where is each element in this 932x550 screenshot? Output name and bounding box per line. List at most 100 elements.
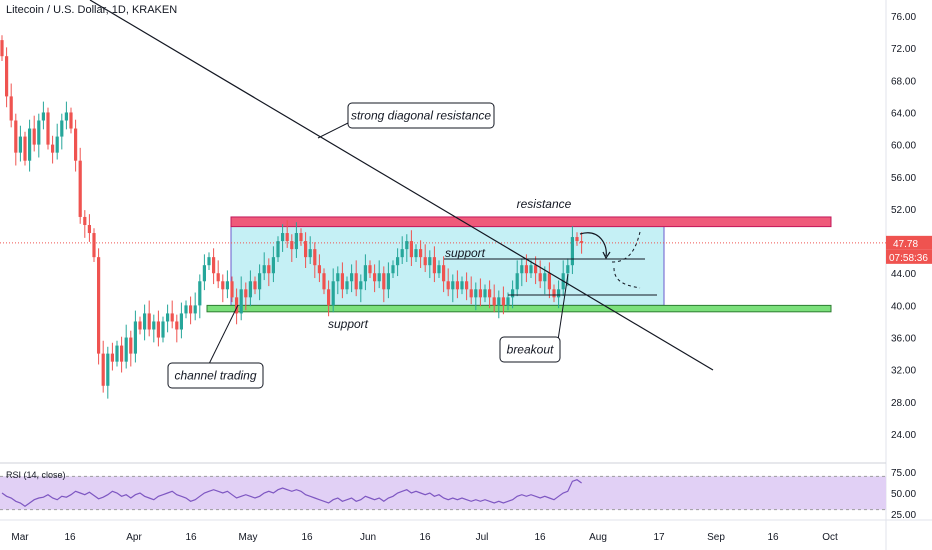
candle-body xyxy=(87,225,91,234)
candle-body xyxy=(386,273,390,290)
candle-body xyxy=(354,273,358,290)
candle-body xyxy=(538,273,542,282)
candle-body xyxy=(363,265,367,282)
candle-body xyxy=(175,321,179,330)
candle-body xyxy=(253,281,257,290)
breakout-callout-box[interactable] xyxy=(499,336,561,363)
candle-body xyxy=(28,128,32,161)
candle-body xyxy=(304,241,308,258)
candle-body xyxy=(285,233,289,242)
candle-body xyxy=(202,265,206,282)
channel-callout-pointer xyxy=(207,304,239,367)
candle-body xyxy=(32,128,36,145)
candle-body xyxy=(221,281,225,290)
candle-body xyxy=(14,120,18,153)
price-tick-label: 52.00 xyxy=(891,205,916,216)
candle-body xyxy=(212,257,216,274)
date-tick-label: 16 xyxy=(64,532,76,543)
support-zone xyxy=(206,304,832,313)
candle-body xyxy=(170,313,174,322)
candle-body xyxy=(442,265,446,282)
breakout-callout-pointer xyxy=(557,273,569,341)
candle-body xyxy=(106,353,110,386)
candle-body xyxy=(368,265,372,274)
channel-trading-callout-box[interactable] xyxy=(167,362,264,389)
candle-body xyxy=(244,289,248,298)
candle-body xyxy=(248,281,252,298)
candle-body xyxy=(331,281,335,306)
candle-body xyxy=(138,321,142,330)
date-tick-label: Jul xyxy=(476,532,489,543)
candle-body xyxy=(409,241,413,258)
candle-body xyxy=(432,257,436,274)
candle-body xyxy=(396,257,400,266)
rsi-line xyxy=(1,479,582,508)
candle-body xyxy=(465,281,469,290)
date-tick-label: Apr xyxy=(126,532,142,543)
date-tick-label: Mar xyxy=(11,532,29,543)
candle-body xyxy=(566,265,570,274)
candle-body xyxy=(382,273,386,290)
candle-body xyxy=(120,345,124,362)
diagonal-resistance-callout-text: strong diagonal resistance xyxy=(351,109,491,123)
projection-arrow-down xyxy=(579,232,607,257)
rsi-band xyxy=(0,476,886,510)
candle-body xyxy=(327,289,331,306)
price-tick-label: 64.00 xyxy=(891,108,916,119)
date-tick-label: 16 xyxy=(767,532,779,543)
date-tick-label: 16 xyxy=(419,532,431,543)
candle-body xyxy=(359,281,363,290)
candle-body xyxy=(511,289,515,298)
price-tick-label: 72.00 xyxy=(891,44,916,55)
diagonal-resistance-line[interactable] xyxy=(89,0,714,371)
rsi-tick-label: 50.00 xyxy=(891,489,916,500)
candle-body xyxy=(501,297,505,306)
candle-body xyxy=(124,337,128,362)
candle-body xyxy=(74,128,78,161)
candle-body xyxy=(446,281,450,290)
price-tick-label: 76.00 xyxy=(891,12,916,23)
candle-body xyxy=(515,273,519,290)
candle-body xyxy=(166,313,170,322)
resistance-label: resistance xyxy=(517,197,572,211)
rsi-tick-label: 75.00 xyxy=(891,468,916,479)
candle-body xyxy=(18,136,22,153)
candle-body xyxy=(313,249,317,266)
candle-body xyxy=(294,233,298,250)
candle-body xyxy=(580,241,584,243)
lower-support-label: support xyxy=(328,317,369,331)
candle-body xyxy=(41,112,45,121)
candle-body xyxy=(428,257,432,266)
candle-body xyxy=(161,321,165,338)
candle-body xyxy=(437,265,441,274)
candle-body xyxy=(23,136,27,161)
candle-body xyxy=(5,56,9,97)
candle-body xyxy=(129,337,133,354)
candle-body xyxy=(529,265,533,274)
candle-body xyxy=(147,313,151,330)
date-tick-label: Oct xyxy=(822,532,838,543)
price-tick-label: 36.00 xyxy=(891,334,916,345)
candle-body xyxy=(497,297,501,306)
candle-body xyxy=(271,257,275,274)
candle-body xyxy=(225,281,229,290)
date-tick-label: Jun xyxy=(360,532,376,543)
candle-body xyxy=(97,257,101,354)
candle-body xyxy=(317,265,321,274)
candle-body xyxy=(290,241,294,250)
candle-body xyxy=(547,273,551,290)
date-tick-label: May xyxy=(239,532,258,543)
candle-body xyxy=(492,297,496,306)
candle-body xyxy=(9,96,13,121)
last-price-badge xyxy=(886,235,932,250)
candle-body xyxy=(524,265,528,274)
diagonal-resistance-callout-box[interactable] xyxy=(347,102,495,129)
projection-path-down xyxy=(613,267,641,289)
candle-body xyxy=(506,297,510,306)
candle-body xyxy=(377,273,381,282)
rsi-tick-label: 25.00 xyxy=(891,510,916,521)
date-tick-label: 16 xyxy=(301,532,313,543)
candle-body xyxy=(262,265,266,274)
candle-body xyxy=(405,241,409,250)
